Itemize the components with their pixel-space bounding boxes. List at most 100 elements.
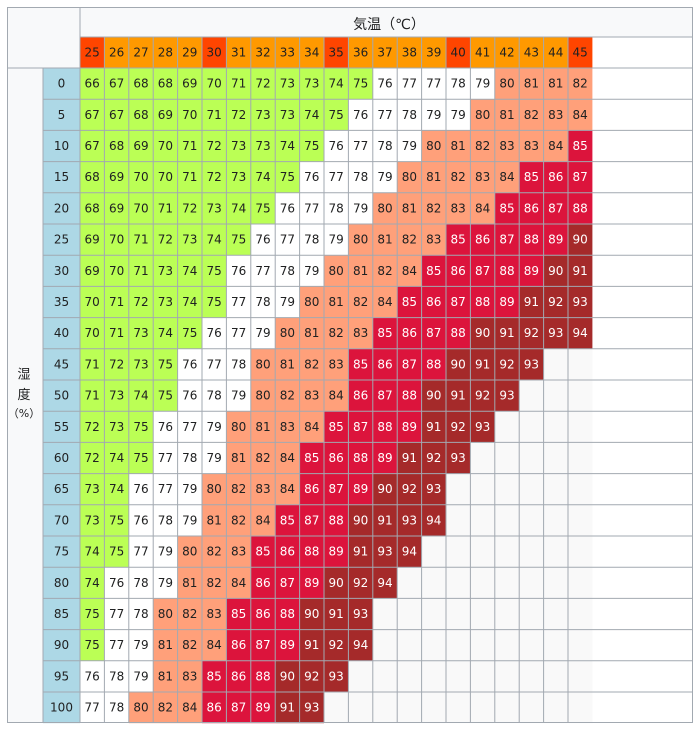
data-label: 74	[109, 482, 124, 496]
heat-cell	[446, 161, 471, 193]
heat-cell	[421, 130, 446, 162]
y-tick-label: 100	[50, 701, 73, 715]
data-label: 76	[158, 420, 173, 434]
data-label: 83	[548, 108, 563, 122]
heat-cell	[348, 536, 373, 568]
data-label: 90	[451, 357, 466, 371]
heat-cell	[348, 629, 373, 661]
heat-cell	[568, 598, 593, 630]
data-label: 71	[85, 357, 100, 371]
data-label: 84	[304, 420, 319, 434]
data-label: 76	[109, 576, 124, 590]
heat-cell	[494, 442, 520, 474]
data-label: 82	[475, 139, 490, 153]
heat-cell	[250, 380, 276, 412]
heat-cell	[177, 598, 202, 630]
heat-cell	[202, 68, 227, 100]
data-label: 70	[109, 264, 124, 278]
heat-cell	[275, 192, 300, 224]
data-label: 86	[475, 233, 490, 247]
x-tick-label: 39	[426, 46, 441, 60]
data-label: 70	[158, 139, 173, 153]
heat-cell	[372, 224, 398, 256]
data-label: 91	[280, 701, 295, 715]
data-label: 76	[255, 233, 270, 247]
heat-cell	[275, 411, 300, 443]
heat-cell	[397, 286, 422, 318]
y-header-cell	[43, 473, 80, 505]
heat-cell	[446, 317, 471, 349]
y-tick-label: 25	[54, 233, 69, 247]
heat-cell	[543, 68, 568, 100]
data-label: 82	[353, 295, 368, 309]
data-label: 88	[353, 451, 368, 465]
heat-cell	[202, 161, 227, 193]
heat-cell	[153, 598, 178, 630]
data-label: 73	[255, 108, 270, 122]
data-label: 79	[158, 545, 173, 559]
heat-cell	[226, 629, 251, 661]
heat-cell	[226, 380, 251, 412]
heat-cell	[275, 598, 300, 630]
data-label: 92	[304, 669, 319, 683]
data-label: 79	[304, 264, 319, 278]
x-header-cell	[226, 37, 251, 68]
heat-cell	[104, 99, 129, 131]
heat-cell	[226, 224, 251, 256]
y-tick-label: 40	[54, 326, 69, 340]
data-label: 87	[353, 420, 368, 434]
heat-cell	[348, 317, 373, 349]
x-header-cell	[543, 37, 568, 68]
y-tick-label: 70	[54, 513, 69, 527]
data-label: 77	[231, 295, 246, 309]
heat-cell	[275, 629, 300, 661]
heat-cell	[568, 692, 593, 724]
data-label: 89	[548, 233, 563, 247]
data-label: 86	[207, 701, 222, 715]
data-label: 93	[524, 357, 539, 371]
heat-cell	[397, 130, 422, 162]
data-label: 80	[255, 389, 270, 403]
heat-cell	[128, 567, 154, 599]
y-header-cell	[43, 504, 80, 536]
heat-cell	[177, 567, 202, 599]
x-header-cell	[104, 37, 129, 68]
data-label: 87	[499, 233, 514, 247]
heat-cell	[372, 567, 398, 599]
x-tick-label: 31	[231, 46, 246, 60]
data-label: 91	[402, 451, 417, 465]
data-label: 71	[85, 389, 100, 403]
data-label: 73	[231, 170, 246, 184]
heat-cell	[104, 161, 129, 193]
heat-cell	[153, 99, 178, 131]
data-label: 71	[182, 170, 197, 184]
heat-cell	[250, 317, 276, 349]
data-label: 73	[85, 513, 100, 527]
data-label: 67	[109, 77, 124, 91]
data-label: 68	[133, 77, 148, 91]
x-tick-label: 37	[377, 46, 392, 60]
data-label: 82	[524, 108, 539, 122]
heat-cell	[348, 660, 373, 692]
heat-cell	[324, 411, 349, 443]
x-header-cell	[372, 37, 398, 68]
data-label: 75	[182, 326, 197, 340]
data-label: 77	[231, 326, 246, 340]
heat-cell	[104, 567, 129, 599]
data-label: 79	[158, 576, 173, 590]
data-label: 80	[475, 108, 490, 122]
data-label: 83	[231, 545, 246, 559]
y-header-cell	[43, 380, 80, 412]
heat-cell	[324, 192, 349, 224]
data-label: 85	[573, 139, 588, 153]
x-header-cell	[153, 37, 178, 68]
heat-cell	[226, 192, 251, 224]
heat-cell	[80, 473, 105, 505]
heat-cell	[470, 192, 495, 224]
y-header-cell	[43, 286, 80, 318]
data-label: 70	[109, 233, 124, 247]
heat-cell	[421, 286, 446, 318]
chart-title: 気温（℃）	[353, 17, 425, 33]
heat-cell	[568, 192, 593, 224]
y-header-cell	[43, 536, 80, 568]
